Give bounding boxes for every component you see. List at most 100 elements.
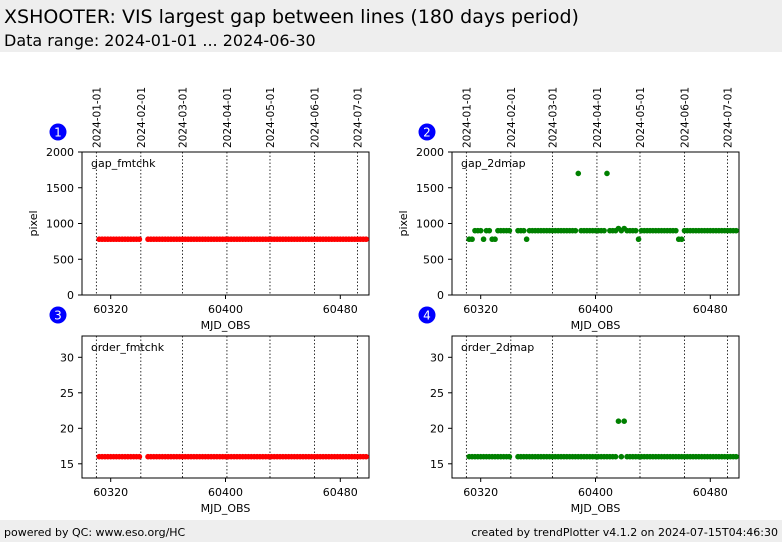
x-tick-label: 60400 — [578, 486, 613, 499]
data-point — [363, 236, 369, 243]
data-range: Data range: 2024-01-01 ... 2024-06-30 — [4, 31, 316, 50]
y-tick-label: 15 — [430, 458, 444, 471]
panel-number-badge — [49, 123, 67, 141]
powered-by: powered by QC: www.eso.org/HC — [4, 526, 186, 539]
date-marker-label: 2024-05-01 — [635, 87, 647, 148]
y-tick-label: 30 — [430, 351, 444, 364]
plot-frame — [81, 151, 370, 296]
date-marker-label: 2024-01-01 — [91, 87, 103, 148]
y-axis-label: pixel — [27, 210, 40, 236]
panel-number: 1 — [54, 126, 62, 140]
y-tick-label: 25 — [60, 387, 74, 400]
y-tick-label: 20 — [60, 422, 74, 435]
date-marker-label: 2024-07-01 — [723, 87, 735, 148]
y-tick-label: 1000 — [46, 218, 74, 231]
x-tick-label: 60400 — [208, 303, 243, 316]
chart-panel-gap_fmtchk: 1 2024-01-01 2024-02-01 2024-03-01 2024-04-0… — [27, 87, 370, 332]
y-tick-label: 2000 — [46, 146, 74, 159]
date-marker-label: 2024-02-01 — [136, 87, 148, 148]
date-marker-label: 2024-03-01 — [547, 87, 559, 148]
data-point — [477, 227, 484, 234]
y-tick-label: 0 — [437, 289, 444, 302]
y-tick-label: 1500 — [46, 182, 74, 195]
date-marker-label: 2024-06-01 — [309, 87, 321, 148]
x-tick-label: 60400 — [208, 486, 243, 499]
x-tick-label: 60480 — [323, 486, 358, 499]
panel-number-badge — [418, 123, 436, 141]
data-point — [618, 453, 625, 460]
data-point — [612, 453, 619, 460]
date-marker-label: 2024-04-01 — [592, 87, 604, 148]
x-tick-label: 60480 — [323, 303, 358, 316]
chart-panel-gap_2dmap: 2 2024-01-01 2024-02-01 2024-03-01 2024-04-0… — [397, 87, 740, 332]
data-point — [520, 227, 527, 234]
data-point — [635, 236, 642, 243]
data-point — [733, 227, 739, 234]
data-point — [575, 170, 582, 177]
data-point — [486, 227, 493, 234]
x-axis-label: MJD_OBS — [201, 319, 251, 332]
data-point — [136, 453, 143, 460]
panel-number: 3 — [54, 309, 62, 323]
date-marker-label: 2024-05-01 — [265, 87, 277, 148]
x-axis-label: MJD_OBS — [571, 502, 621, 515]
x-tick-label: 60320 — [463, 486, 498, 499]
x-tick-label: 60480 — [693, 303, 728, 316]
data-point — [604, 170, 610, 177]
data-point — [632, 227, 639, 234]
y-tick-label: 20 — [430, 422, 444, 435]
data-point — [523, 236, 530, 243]
date-marker-label: 2024-07-01 — [353, 87, 365, 148]
x-axis-label: MJD_OBS — [201, 502, 251, 515]
data-point — [621, 418, 627, 425]
y-axis-label: pixel — [397, 210, 410, 236]
plot-frame — [451, 151, 740, 296]
panel-number: 4 — [423, 309, 431, 323]
data-point — [492, 236, 498, 243]
date-marker-label: 2024-04-01 — [222, 87, 234, 148]
data-point — [469, 236, 475, 243]
plot-title: gap_fmtchk — [91, 157, 156, 170]
y-tick-label: 0 — [67, 289, 74, 302]
y-tick-label: 1000 — [416, 218, 444, 231]
y-tick-label: 500 — [53, 253, 74, 266]
data-point — [506, 227, 513, 234]
date-marker-label: 2024-03-01 — [177, 87, 189, 148]
x-tick-label: 60480 — [693, 486, 728, 499]
y-tick-label: 25 — [430, 387, 444, 400]
plot-title: order_2dmap — [461, 341, 534, 354]
date-marker-label: 2024-01-01 — [461, 87, 473, 148]
plot-title: gap_2dmap — [461, 157, 526, 170]
x-tick-label: 60400 — [578, 303, 613, 316]
data-point — [601, 227, 607, 234]
data-point — [733, 453, 739, 460]
chart-panel-order_fmtchk: 3 60320 60400 60480 15 20 25 30 order_fmtchk MJD_… — [49, 306, 370, 515]
date-marker-label: 2024-06-01 — [679, 87, 691, 148]
data-point — [572, 227, 579, 234]
data-point — [506, 453, 513, 460]
x-tick-label: 60320 — [93, 486, 128, 499]
plot-title: order_fmtchk — [91, 341, 165, 354]
data-point — [363, 453, 369, 460]
y-tick-label: 2000 — [416, 146, 444, 159]
chart-panel-order_2dmap: 4 60320 60400 60480 15 20 25 30 order_2dmap MJD_O… — [418, 306, 740, 515]
x-tick-label: 60320 — [93, 303, 128, 316]
data-point — [615, 418, 622, 425]
y-tick-label: 15 — [60, 458, 74, 471]
y-tick-label: 30 — [60, 351, 74, 364]
page-title: XSHOOTER: VIS largest gap between lines … — [4, 6, 579, 28]
date-marker-label: 2024-02-01 — [506, 87, 518, 148]
data-point — [136, 236, 143, 243]
panel-number-badge — [49, 306, 67, 324]
created-by: created by trendPlotter v4.1.2 on 2024-0… — [471, 526, 778, 539]
y-tick-label: 1500 — [416, 182, 444, 195]
footer: powered by QC: www.eso.org/HC created by… — [0, 520, 782, 542]
data-point — [480, 236, 487, 243]
header: XSHOOTER: VIS largest gap between lines … — [0, 0, 782, 52]
x-tick-label: 60320 — [463, 303, 498, 316]
panel-number: 2 — [423, 126, 431, 140]
data-point — [678, 236, 685, 243]
data-point — [673, 227, 679, 234]
x-axis-label: MJD_OBS — [571, 319, 621, 332]
